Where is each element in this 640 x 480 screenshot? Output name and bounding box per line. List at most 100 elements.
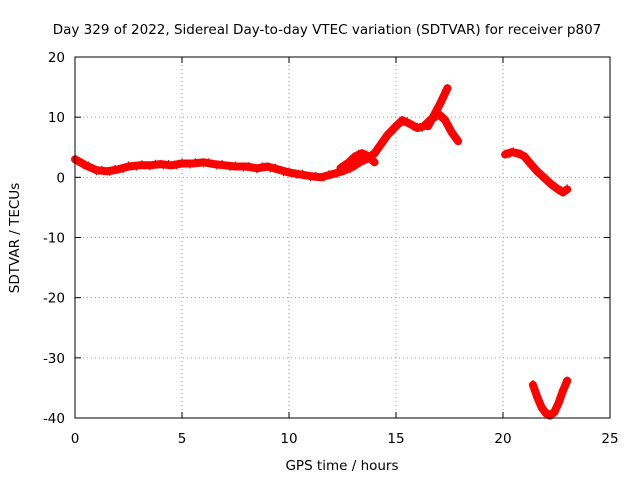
data-point-marker: [114, 167, 121, 174]
data-point-marker: [211, 160, 218, 167]
data-point-marker: [98, 165, 105, 172]
data-point-marker: [363, 150, 370, 157]
data-point-marker: [138, 160, 145, 167]
data-point-marker: [443, 119, 450, 126]
data-point-marker: [347, 166, 354, 173]
data-point-marker: [272, 163, 279, 170]
data-point-marker: [444, 84, 451, 91]
data-point-marker: [320, 175, 327, 182]
y-tick-label: -20: [43, 291, 65, 307]
y-tick-label: 10: [48, 110, 65, 126]
data-point-marker: [563, 187, 570, 194]
data-point-marker: [429, 116, 436, 123]
data-point-marker: [184, 159, 191, 166]
data-point-marker: [232, 161, 239, 168]
data-point-marker: [349, 157, 356, 164]
data-point-marker: [90, 164, 97, 171]
data-point-marker: [120, 167, 127, 173]
data-point-marker: [251, 163, 258, 170]
x-tick-label: 0: [71, 431, 80, 447]
data-point-marker: [379, 140, 386, 146]
data-point-marker: [404, 117, 411, 124]
y-tick-label: 0: [56, 170, 65, 186]
data-point-marker: [283, 168, 290, 175]
segment-evening-series: [501, 147, 572, 197]
x-tick-label: 25: [601, 431, 618, 447]
data-point-marker: [286, 167, 292, 174]
data-point-marker: [545, 177, 552, 184]
data-point-marker: [557, 394, 564, 401]
data-point-marker: [343, 162, 350, 169]
data-point-marker: [125, 161, 132, 168]
data-point-marker: [165, 160, 172, 166]
data-point-marker: [442, 89, 449, 96]
data-point-marker: [530, 379, 536, 386]
data-point-marker: [439, 95, 446, 102]
data-point-marker: [328, 172, 335, 179]
data-point-marker: [144, 161, 151, 168]
series-layer: [71, 84, 572, 420]
x-tick-label: 15: [387, 431, 404, 447]
data-point-marker: [122, 164, 129, 171]
data-point-marker: [280, 170, 287, 176]
data-point-marker: [304, 171, 311, 178]
data-point-marker: [77, 158, 84, 165]
data-point-marker: [408, 120, 414, 127]
data-point-marker: [197, 158, 204, 165]
data-point-marker: [552, 407, 559, 414]
data-point-marker: [278, 166, 284, 173]
data-point-marker: [366, 153, 373, 160]
x-tick-label: 10: [280, 431, 297, 447]
x-axis-label: GPS time / hours: [285, 458, 398, 474]
data-point-marker: [531, 385, 537, 392]
data-point-marker: [521, 152, 528, 159]
data-point-marker: [537, 170, 544, 177]
data-point-marker: [562, 189, 569, 196]
data-point-marker: [540, 405, 547, 412]
data-point-marker: [312, 171, 319, 178]
y-tick-label: -40: [43, 411, 65, 427]
data-point-marker: [192, 158, 199, 165]
data-point-marker: [564, 184, 571, 191]
data-point-marker: [553, 184, 560, 191]
y-tick-label: -30: [43, 351, 65, 367]
data-point-marker: [374, 147, 381, 154]
data-point-marker: [558, 186, 565, 193]
data-point-marker: [437, 101, 444, 108]
data-point-marker: [431, 111, 438, 118]
data-point-marker: [245, 162, 252, 168]
data-point-marker: [513, 149, 520, 155]
tick-layer: 0 5 10 15 20 25 -40 -30 -20 -10 0 10 20: [43, 50, 619, 447]
data-point-marker: [532, 386, 539, 393]
segment-peak-series: [424, 84, 452, 131]
data-point-marker: [534, 166, 541, 173]
data-point-marker: [440, 113, 447, 120]
data-point-marker: [267, 166, 274, 173]
data-point-marker: [542, 173, 549, 180]
data-point-marker: [553, 403, 560, 410]
data-point-marker: [371, 157, 378, 164]
segment-bump-series: [336, 149, 379, 173]
data-point-marker: [353, 162, 360, 169]
data-point-marker: [550, 180, 557, 187]
data-point-marker: [393, 125, 399, 132]
data-point-marker: [455, 138, 462, 145]
segment-main-series: [71, 110, 463, 182]
chart-title: Day 329 of 2022, Sidereal Day-to-day VTE…: [53, 22, 602, 38]
data-point-marker: [535, 394, 542, 401]
data-point-marker: [291, 169, 298, 176]
data-point-marker: [264, 162, 271, 169]
data-point-marker: [376, 143, 383, 150]
data-point-marker: [451, 132, 458, 139]
data-point-marker: [448, 127, 455, 134]
data-point-marker: [563, 381, 570, 388]
data-point-marker: [334, 171, 341, 178]
data-point-marker: [561, 385, 567, 392]
data-point-marker: [345, 159, 352, 166]
data-point-marker: [339, 164, 346, 171]
x-tick-label: 5: [178, 431, 187, 447]
data-point-marker: [426, 121, 433, 128]
data-point-marker: [371, 151, 378, 158]
data-point-marker: [157, 160, 164, 167]
